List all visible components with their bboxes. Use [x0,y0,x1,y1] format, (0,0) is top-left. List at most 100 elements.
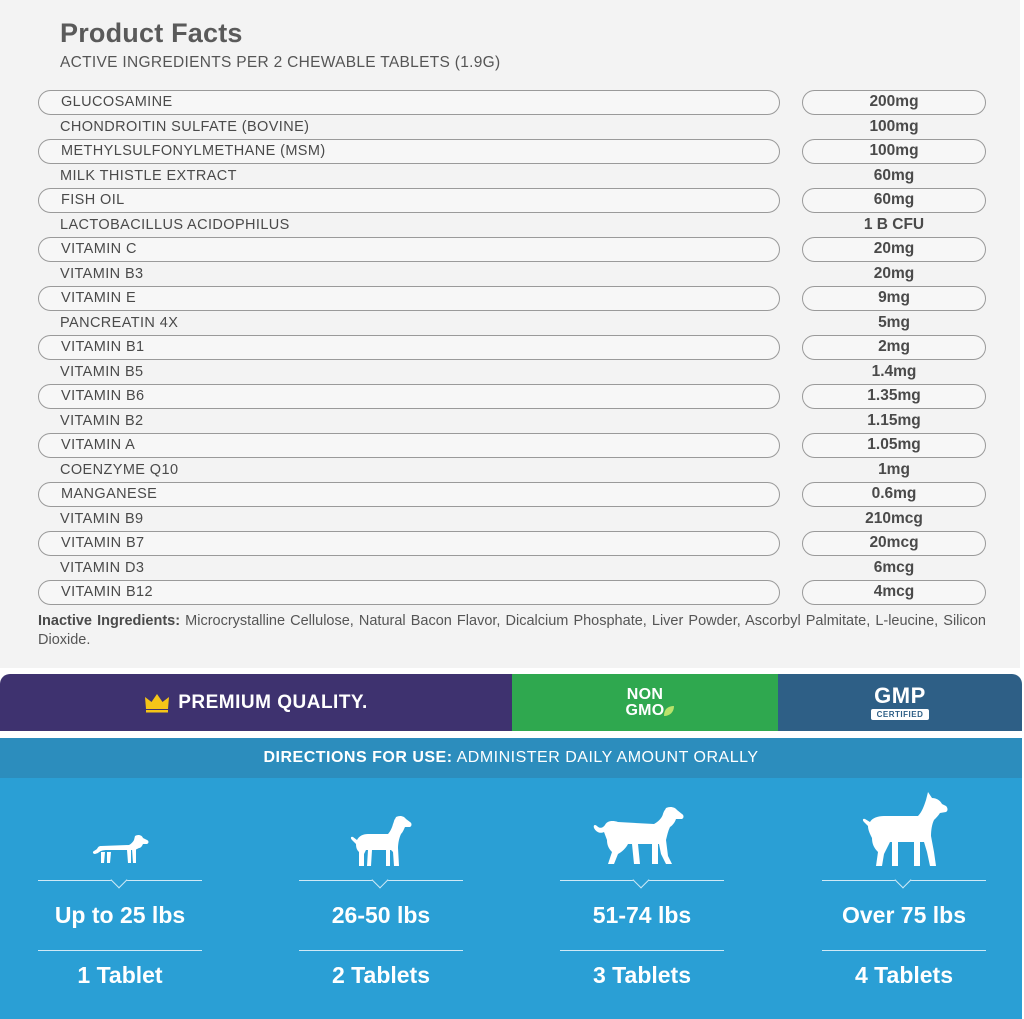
ingredient-name: METHYLSULFONYLMETHANE (MSM) [38,139,780,164]
large-retriever-icon [593,806,684,864]
dosage-column: Up to 25 lbs 1 Tablet [38,778,202,1019]
ingredient-row: VITAMIN B6 1.35mg [38,384,988,409]
ingredient-amount: 100mg [802,139,986,164]
ingredient-row: VITAMIN A 1.05mg [38,433,988,458]
ingredient-row: FISH OIL 60mg [38,188,988,213]
divider-line [299,950,463,951]
medium-dog-icon [350,815,412,866]
ingredient-name: GLUCOSAMINE [38,90,780,115]
ingredient-row: MILK THISTLE EXTRACT 60mg [38,164,988,189]
ingredient-name: COENZYME Q10 [60,461,179,478]
ingredient-name: CHONDROITIN SULFATE (BOVINE) [60,118,310,135]
directions-section: DIRECTIONS FOR USE: ADMINISTER DAILY AMO… [0,738,1022,1019]
ingredient-row: MANGANESE 0.6mg [38,482,988,507]
ingredient-name: MILK THISTLE EXTRACT [60,167,237,184]
non-gmo-badge: NON GMO [512,674,778,731]
divider-notch [894,871,912,889]
leaf-icon [663,705,674,716]
ingredient-row: VITAMIN B5 1.4mg [38,360,988,385]
ingredient-name: VITAMIN B12 [38,580,780,605]
quality-badges-bar: PREMIUM QUALITY. NON GMO GMP CERTIFIED [0,674,1022,731]
ingredient-name: VITAMIN B9 [60,510,144,527]
ingredient-amount: 100mg [869,117,919,135]
divider-line [38,950,202,951]
dosage-tablets: 1 Tablet [77,962,163,988]
ingredient-row: PANCREATIN 4X 5mg [38,311,988,336]
small-dachshund-icon [92,834,149,863]
ingredient-row: VITAMIN E 9mg [38,286,988,311]
ingredient-amount: 1.4mg [871,362,917,380]
dosage-column: 51-74 lbs 3 Tablets [560,778,724,1019]
ingredient-amount: 6mcg [873,558,915,576]
gmp-certified-badge: GMP CERTIFIED [778,674,1022,731]
ingredient-name: VITAMIN B5 [60,363,144,380]
ingredient-row: VITAMIN C 20mg [38,237,988,262]
dosage-tablets: 3 Tablets [593,962,691,988]
ingredient-amount: 1.15mg [867,411,921,429]
ingredient-row: GLUCOSAMINE 200mg [38,90,988,115]
boxer-dog-icon [862,792,948,866]
ingredient-name: VITAMIN B7 [38,531,780,556]
ingredient-row: COENZYME Q10 1mg [38,458,988,483]
ingredient-amount: 20mcg [802,531,986,556]
ingredient-amount: 2mg [802,335,986,360]
ingredients-table: GLUCOSAMINE 200mg CHONDROITIN SULFATE (BO… [38,90,988,605]
ingredient-row: CHONDROITIN SULFATE (BOVINE) 100mg [38,115,988,140]
ingredient-row: VITAMIN B7 20mcg [38,531,988,556]
dosage-column: 26-50 lbs 2 Tablets [299,778,463,1019]
gmp-label: GMP [874,683,926,708]
ingredient-amount: 200mg [802,90,986,115]
ingredient-row: VITAMIN B3 20mg [38,262,988,287]
ingredient-row: METHYLSULFONYLMETHANE (MSM) 100mg [38,139,988,164]
ingredient-amount: 60mg [873,166,915,184]
gmp-certified-label: CERTIFIED [870,709,930,720]
crown-icon [145,693,170,712]
ingredient-amount: 9mg [802,286,986,311]
non-gmo-line1: NON [626,685,664,703]
product-facts-title: Product Facts [60,18,243,48]
ingredient-row: LACTOBACILLUS ACIDOPHILUS 1 B CFU [38,213,988,238]
directions-header: DIRECTIONS FOR USE: ADMINISTER DAILY AMO… [0,738,1022,778]
ingredient-name: VITAMIN E [38,286,780,311]
dosage-chart: Up to 25 lbs 1 Tablet 26-50 lbs 2 Tablet… [0,778,1022,1019]
ingredient-amount: 60mg [802,188,986,213]
divider-line [560,950,724,951]
divider-notch [371,871,389,889]
ingredient-amount: 0.6mg [802,482,986,507]
ingredient-name: FISH OIL [38,188,780,213]
directions-text: ADMINISTER DAILY AMOUNT ORALLY [456,749,759,766]
ingredient-name: VITAMIN B2 [60,412,144,429]
ingredient-amount: 1.35mg [802,384,986,409]
ingredient-amount: 1.05mg [802,433,986,458]
ingredient-name: LACTOBACILLUS ACIDOPHILUS [60,216,290,233]
ingredient-amount: 210mcg [865,509,923,527]
ingredient-name: MANGANESE [38,482,780,507]
ingredient-row: VITAMIN B1 2mg [38,335,988,360]
dosage-column: Over 75 lbs 4 Tablets [822,778,986,1019]
ingredient-name: VITAMIN C [38,237,780,262]
directions-label: DIRECTIONS FOR USE: [263,749,453,766]
ingredient-row: VITAMIN B12 4mcg [38,580,988,605]
ingredient-amount: 4mcg [802,580,986,605]
premium-quality-badge: PREMIUM QUALITY. [0,674,512,731]
non-gmo-line2: GMO [625,701,665,719]
inactive-ingredients: Inactive Ingredients: Microcrystalline C… [38,612,986,650]
dosage-tablets: 4 Tablets [855,962,953,988]
ingredient-row: VITAMIN B9 210mcg [38,507,988,532]
ingredient-name: VITAMIN D3 [60,559,145,576]
ingredient-name: VITAMIN B6 [38,384,780,409]
ingredient-name: VITAMIN B1 [38,335,780,360]
ingredient-name: VITAMIN B3 [60,265,144,282]
product-facts-panel: Product Facts ACTIVE INGREDIENTS PER 2 C… [0,0,1020,668]
ingredient-name: PANCREATIN 4X [60,314,179,331]
dosage-tablets: 2 Tablets [332,962,430,988]
ingredient-row: VITAMIN B2 1.15mg [38,409,988,434]
ingredient-amount: 5mg [878,313,910,331]
ingredient-amount: 20mg [873,264,915,282]
divider-notch [632,871,650,889]
inactive-ingredients-text: Microcrystalline Cellulose, Natural Baco… [38,613,986,648]
dosage-weight: Over 75 lbs [841,902,967,928]
ingredient-amount: 20mg [802,237,986,262]
dosage-weight: 26-50 lbs [331,902,431,928]
divider-line [822,950,986,951]
